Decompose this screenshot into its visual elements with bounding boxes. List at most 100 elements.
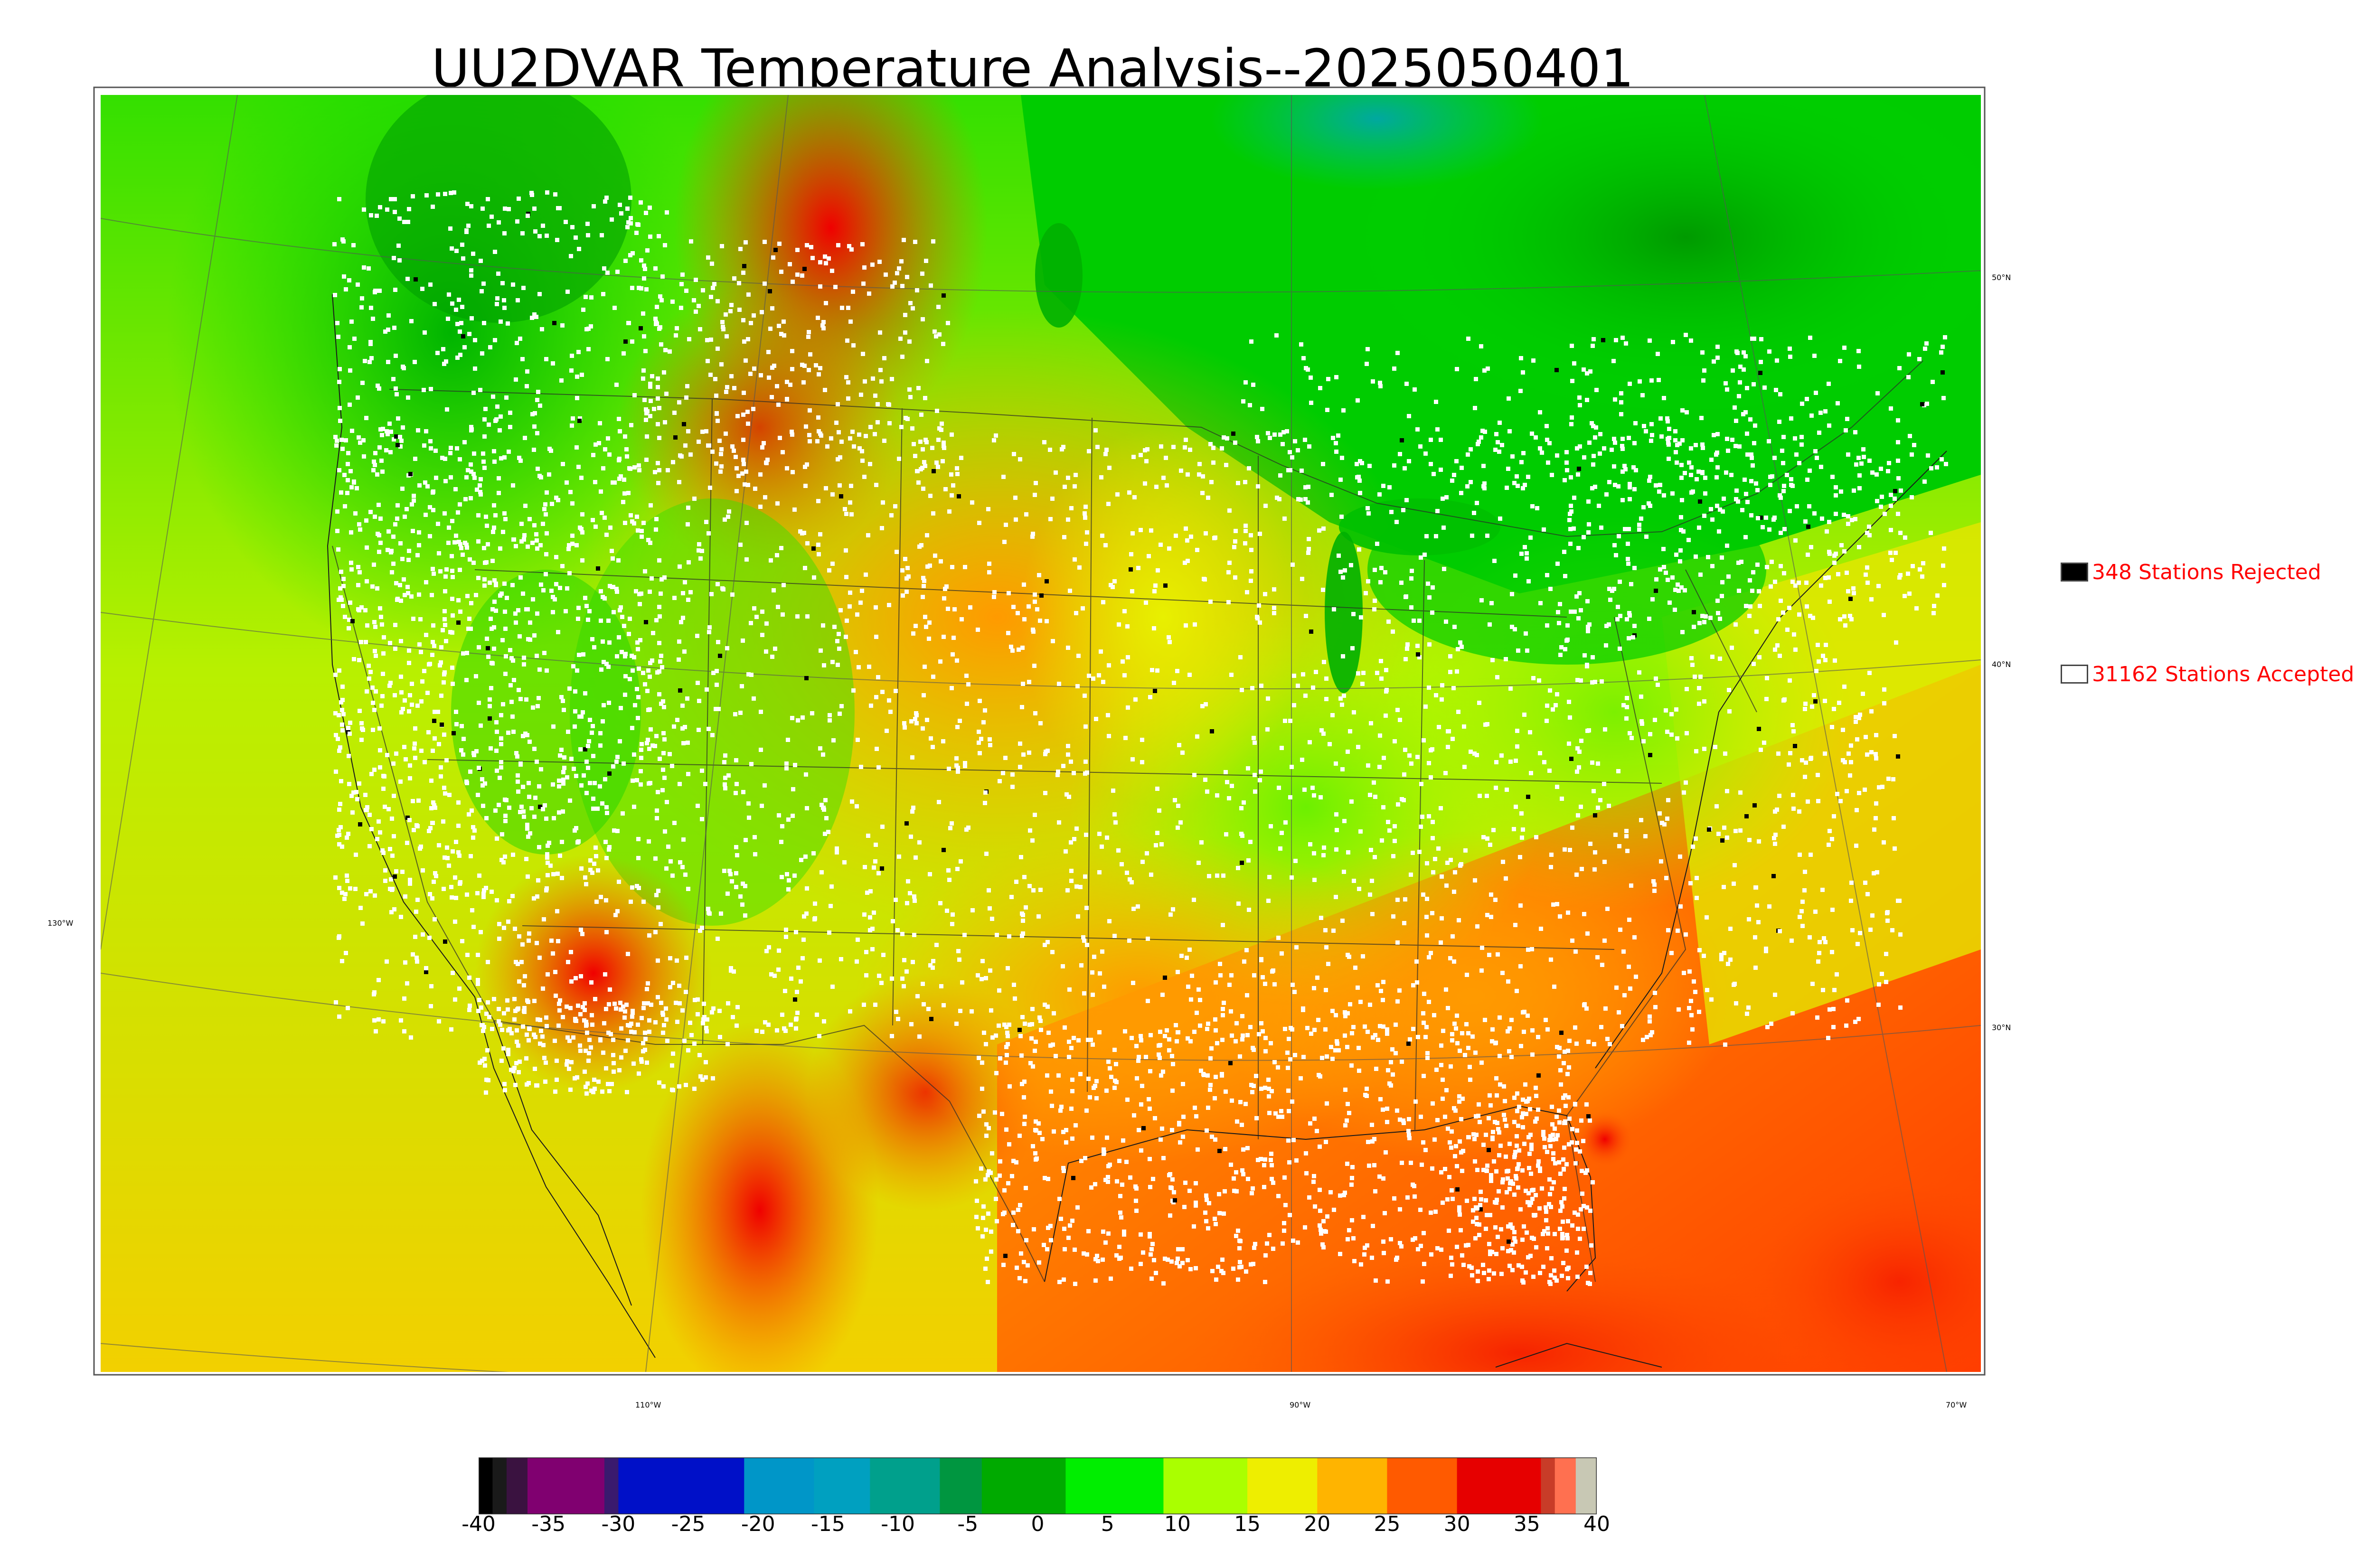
- station-point: [1201, 1072, 1206, 1076]
- station-point: [1365, 1243, 1369, 1248]
- station-point: [1087, 449, 1091, 453]
- station-point: [1347, 1228, 1351, 1232]
- station-point: [1565, 468, 1569, 472]
- station-point: [697, 548, 701, 553]
- station-point: [1800, 900, 1805, 904]
- station-point: [1423, 451, 1428, 456]
- station-point: [1462, 724, 1466, 729]
- station-point: [503, 854, 507, 859]
- station-point: [1427, 595, 1432, 600]
- station-point: [1178, 1140, 1182, 1145]
- station-point: [1440, 697, 1444, 702]
- station-point: [1255, 435, 1259, 439]
- station-point: [1049, 1089, 1053, 1094]
- station-point: [879, 981, 884, 985]
- station-point: [570, 534, 575, 538]
- station-point: [729, 374, 734, 378]
- station-point: [1278, 432, 1282, 437]
- station-point: [1499, 1227, 1503, 1231]
- station-point: [1662, 493, 1666, 498]
- station-point: [1154, 485, 1159, 489]
- station-point: [482, 434, 487, 439]
- station-point: [1271, 1247, 1275, 1251]
- station-point: [802, 914, 806, 919]
- station-point: [542, 507, 546, 511]
- station-point: [1061, 964, 1065, 968]
- station-point: [730, 592, 735, 597]
- station-point: [1713, 745, 1717, 749]
- station-point: [1035, 607, 1039, 611]
- station-point: [939, 984, 943, 988]
- station-point: [1007, 1142, 1011, 1146]
- station-point: [1782, 571, 1786, 575]
- station-point: [569, 757, 574, 761]
- station-point: [1003, 1254, 1008, 1258]
- station-point: [1370, 879, 1374, 883]
- station-point: [1693, 675, 1697, 679]
- station-point: [1377, 1174, 1382, 1179]
- station-point: [443, 574, 448, 579]
- station-point: [459, 748, 463, 752]
- station-point: [715, 412, 719, 416]
- station-point: [1778, 493, 1782, 498]
- station-point: [923, 438, 928, 442]
- station-point: [921, 726, 925, 731]
- station-point: [1352, 1259, 1357, 1263]
- station-point: [1592, 1042, 1596, 1046]
- station-point: [1346, 850, 1350, 854]
- station-point: [1622, 993, 1627, 997]
- station-point: [1417, 655, 1422, 659]
- station-point: [395, 516, 399, 521]
- station-point: [1253, 773, 1257, 777]
- station-point: [1024, 905, 1028, 910]
- station-point: [1896, 418, 1900, 423]
- station-point: [809, 245, 813, 249]
- station-point: [1518, 389, 1523, 393]
- station-point: [1338, 1252, 1342, 1256]
- station-point: [1620, 469, 1625, 474]
- station-point: [1637, 523, 1641, 527]
- station-point: [666, 468, 670, 472]
- station-point: [1640, 393, 1645, 397]
- station-point: [1469, 750, 1473, 754]
- station-point: [1608, 1042, 1612, 1046]
- station-point: [1808, 469, 1812, 473]
- station-point: [1792, 632, 1796, 637]
- station-point: [863, 865, 867, 869]
- station-point: [352, 657, 356, 661]
- station-point: [965, 702, 969, 706]
- station-point: [1334, 847, 1338, 852]
- station-point: [1461, 1149, 1465, 1153]
- station-point: [639, 769, 643, 773]
- station-point: [1802, 888, 1807, 892]
- station-point: [1198, 1023, 1202, 1028]
- station-point: [1358, 459, 1362, 463]
- station-point: [1658, 483, 1662, 487]
- station-point: [909, 719, 914, 723]
- station-point: [368, 342, 373, 346]
- station-point: [467, 332, 471, 336]
- station-point: [1066, 744, 1070, 748]
- station-point: [439, 774, 443, 779]
- station-point: [1449, 1145, 1453, 1150]
- station-point: [419, 749, 424, 753]
- station-point: [469, 469, 473, 474]
- station-point: [1775, 643, 1780, 648]
- station-point: [1793, 648, 1798, 652]
- station-point: [1208, 1083, 1213, 1087]
- station-point: [1624, 341, 1628, 346]
- station-point: [1906, 375, 1911, 379]
- station-point: [1832, 707, 1836, 711]
- station-point: [1129, 552, 1133, 556]
- station-point: [671, 981, 675, 985]
- station-point: [1808, 336, 1812, 340]
- station-point: [1415, 427, 1420, 432]
- station-point: [1466, 1046, 1470, 1050]
- station-point: [479, 492, 483, 497]
- station-point: [1152, 626, 1156, 630]
- station-point: [411, 617, 415, 621]
- station-point: [1083, 724, 1088, 729]
- station-point: [1721, 509, 1725, 514]
- station-point: [481, 1029, 485, 1033]
- station-point: [983, 1177, 988, 1182]
